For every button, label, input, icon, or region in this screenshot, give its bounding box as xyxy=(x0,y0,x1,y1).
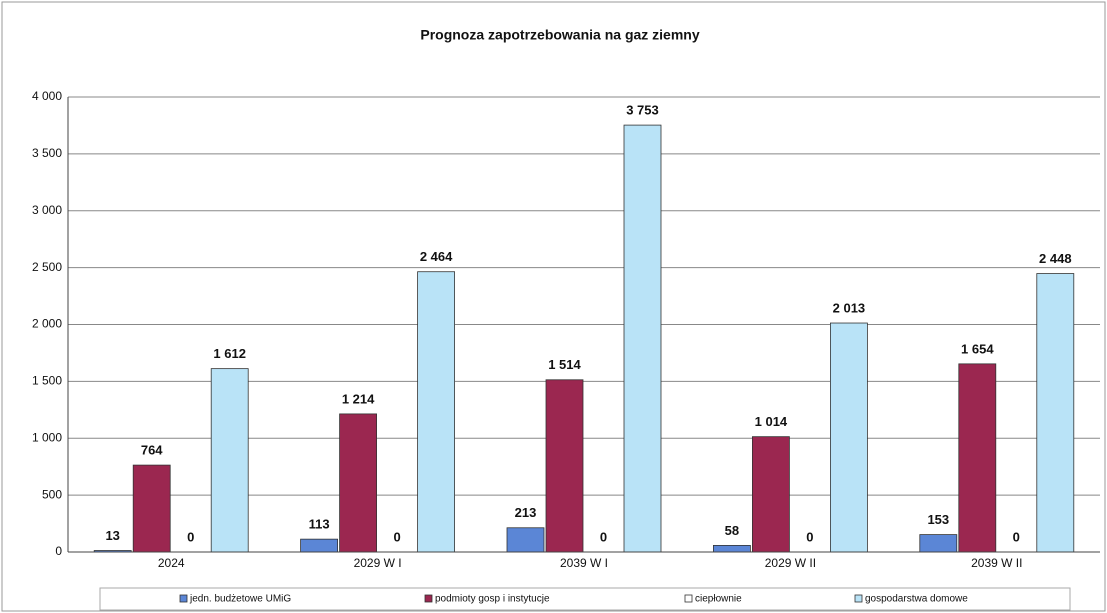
y-tick-label: 1 500 xyxy=(32,374,62,388)
value-label: 764 xyxy=(141,443,163,458)
chart-title: Prognoza zapotrzebowania na gaz ziemny xyxy=(420,27,699,43)
bar xyxy=(417,271,456,553)
y-tick-label: 3 000 xyxy=(32,203,62,217)
bar xyxy=(545,379,584,553)
x-tick-label: 2039 W I xyxy=(560,556,608,570)
value-label: 113 xyxy=(309,517,330,532)
value-label: 3 753 xyxy=(626,103,659,118)
bar xyxy=(300,538,339,553)
y-tick-label: 2 500 xyxy=(32,260,62,274)
value-label: 0 xyxy=(187,529,194,544)
legend-swatch xyxy=(179,594,188,603)
y-tick-label: 1 000 xyxy=(32,430,62,444)
legend-box xyxy=(99,587,1071,611)
value-label: 2 448 xyxy=(1039,251,1072,266)
value-label: 0 xyxy=(806,529,813,544)
bar xyxy=(919,534,958,553)
y-tick-label: 4 000 xyxy=(32,89,62,103)
value-label: 1 654 xyxy=(961,341,994,356)
bar xyxy=(752,436,790,553)
x-tick-label: 2039 W II xyxy=(971,556,1022,570)
value-label: 153 xyxy=(927,512,949,527)
bar xyxy=(713,545,751,553)
bar xyxy=(830,322,868,553)
y-tick-label: 3 500 xyxy=(32,146,62,160)
legend-label: jedn. budżetowe UMiG xyxy=(189,594,291,605)
legend-label: gospodarstwa domowe xyxy=(865,594,968,605)
value-label: 1 014 xyxy=(755,414,788,429)
value-label: 2 464 xyxy=(420,249,453,264)
y-tick-label: 500 xyxy=(42,487,62,501)
value-label: 213 xyxy=(515,505,537,520)
bar xyxy=(132,464,171,553)
value-label: 58 xyxy=(725,523,739,538)
legend-swatch xyxy=(854,594,863,603)
legend-swatch xyxy=(684,594,693,603)
bar xyxy=(339,413,378,553)
x-tick-label: 2024 xyxy=(158,556,185,570)
legend-swatch xyxy=(424,594,433,603)
value-label: 0 xyxy=(393,529,400,544)
bar xyxy=(958,363,997,553)
value-label: 2 013 xyxy=(833,300,866,315)
legend-label: podmioty gosp i instytucje xyxy=(435,594,550,605)
bar xyxy=(210,368,249,553)
bar xyxy=(1036,273,1075,553)
value-label: 1 612 xyxy=(213,346,246,361)
value-label: 1 514 xyxy=(548,357,581,372)
x-tick-label: 2029 W I xyxy=(354,556,402,570)
value-label: 13 xyxy=(105,528,119,543)
value-label: 0 xyxy=(1013,529,1020,544)
bar xyxy=(506,527,545,553)
legend-label: ciepłownie xyxy=(695,594,742,605)
y-tick-label: 0 xyxy=(55,544,62,558)
value-label: 1 214 xyxy=(342,391,375,406)
bar xyxy=(623,124,662,553)
y-tick-label: 2 000 xyxy=(32,317,62,331)
x-tick-label: 2029 W II xyxy=(765,556,816,570)
value-label: 0 xyxy=(600,529,607,544)
